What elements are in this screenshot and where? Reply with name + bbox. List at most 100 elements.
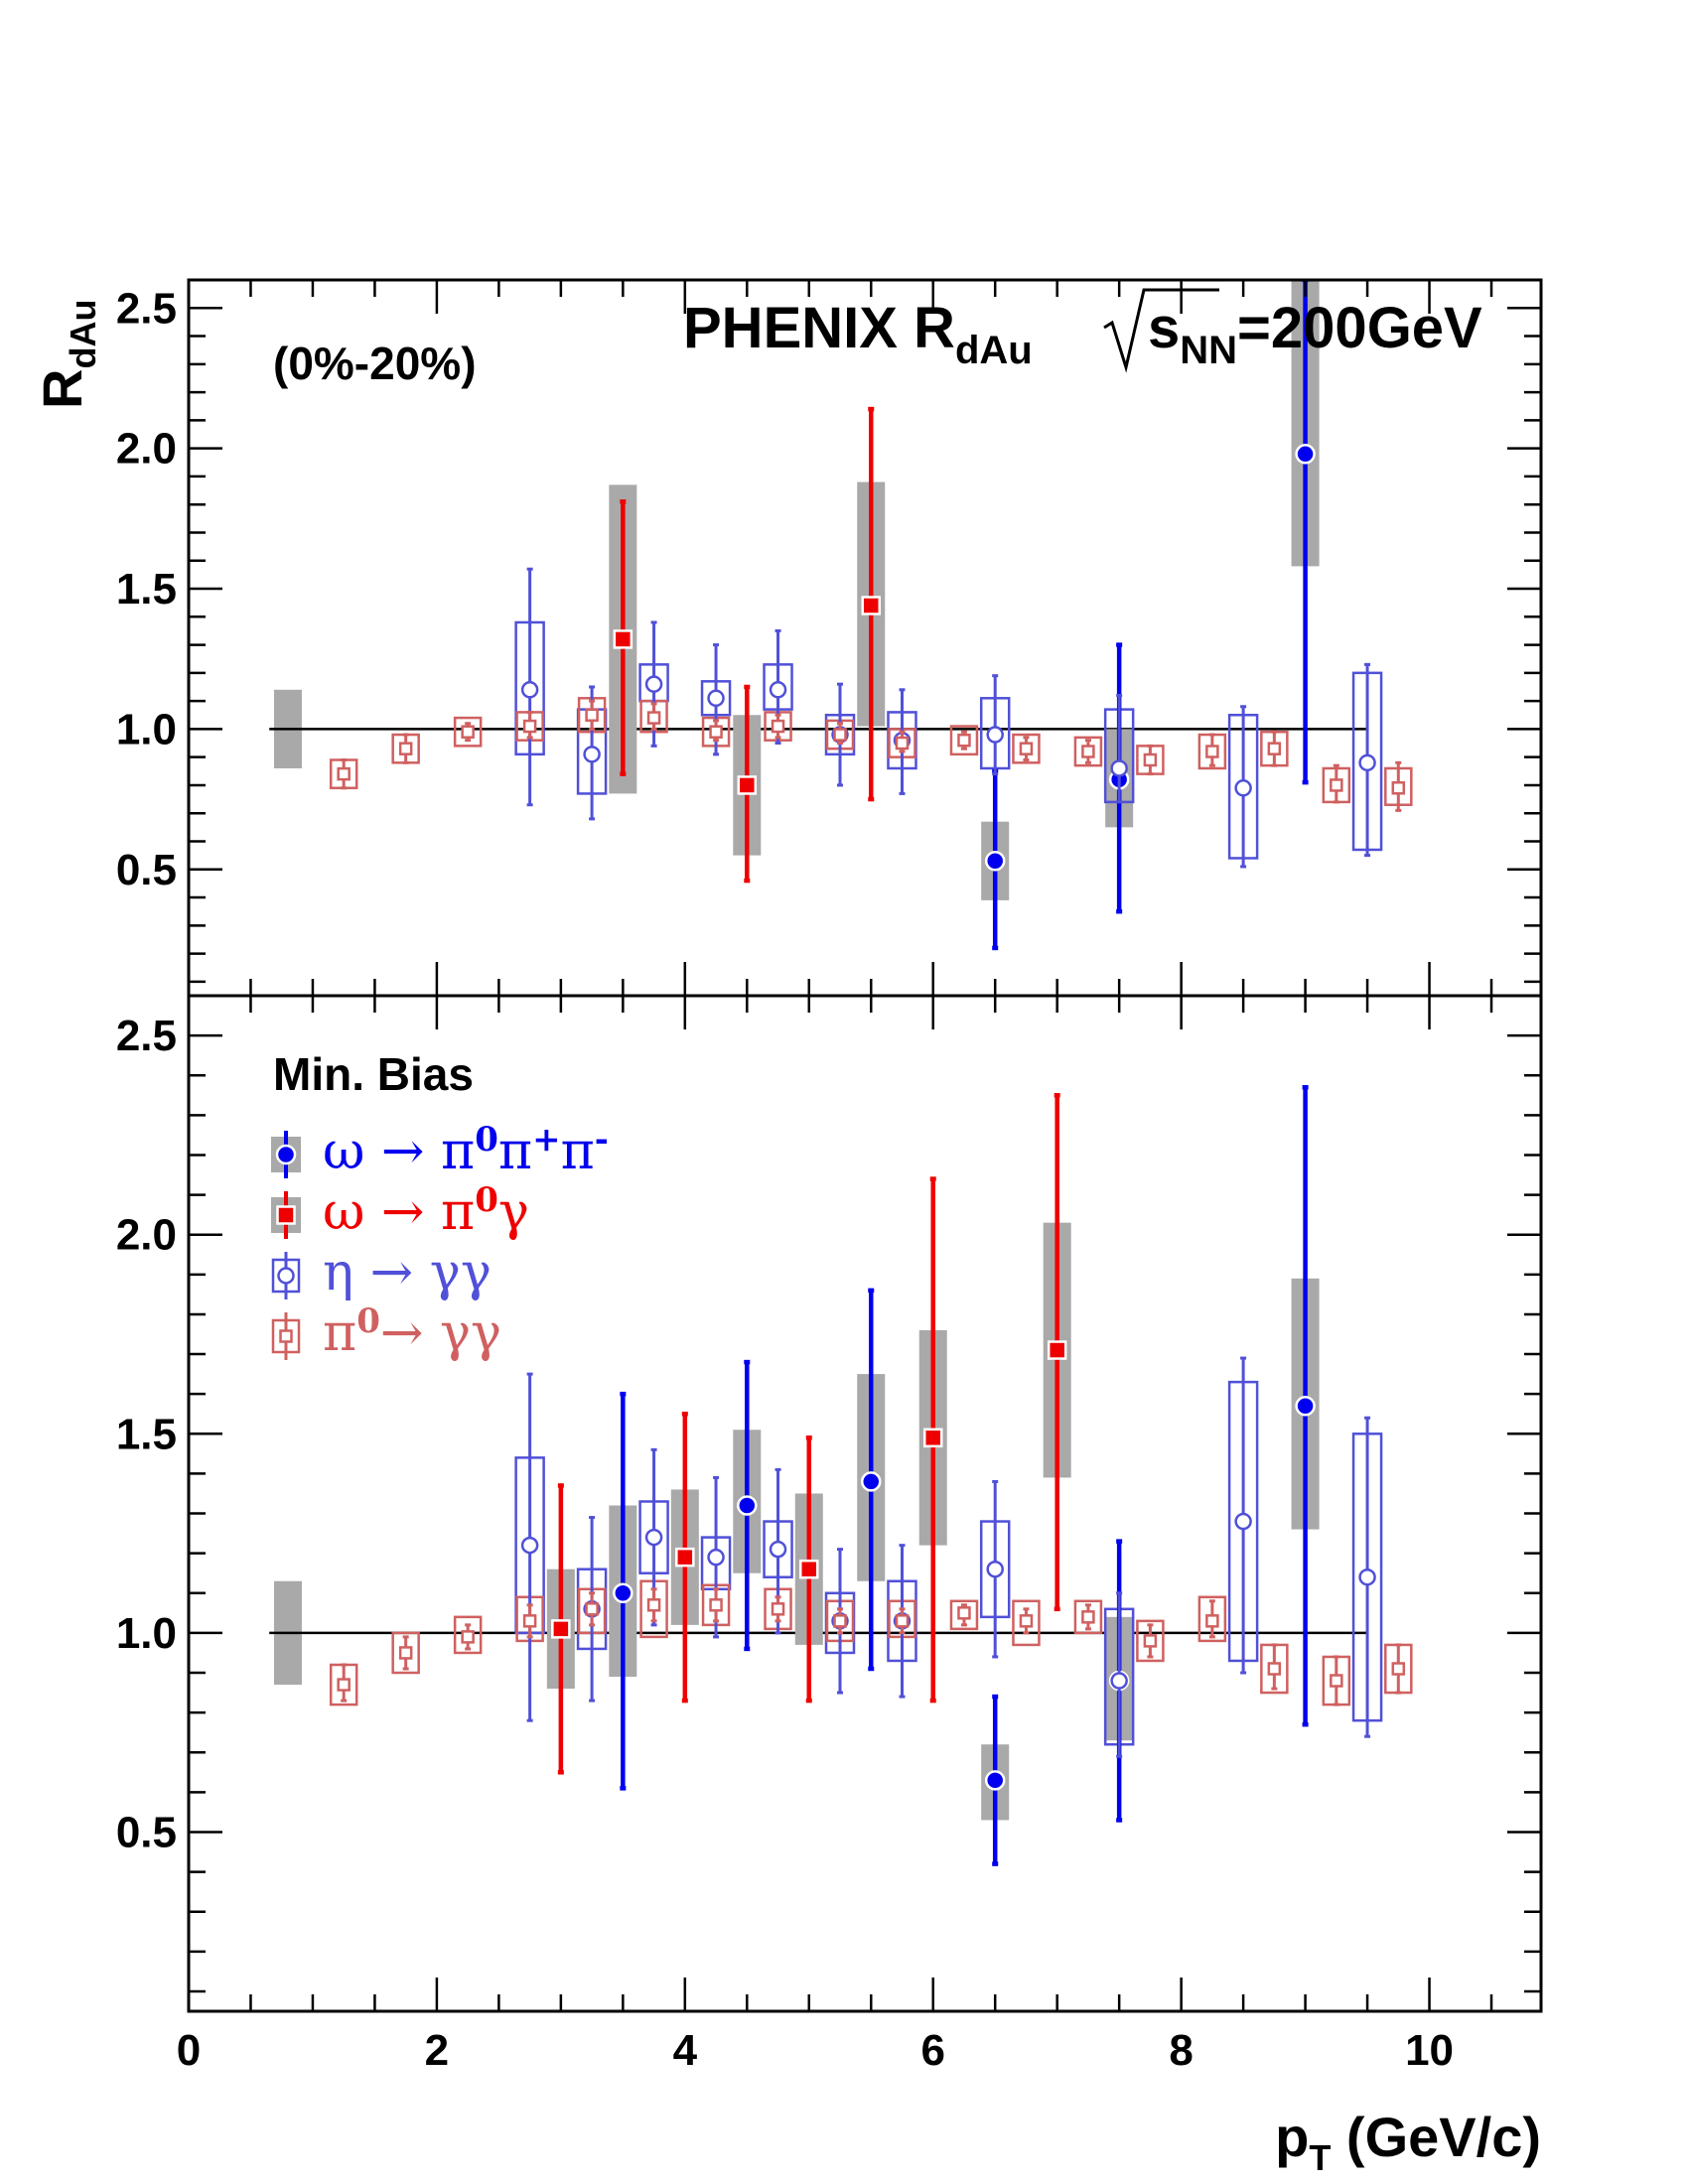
- data-point: [957, 733, 971, 748]
- y-tick-label: 0.5: [116, 846, 177, 894]
- legend-marker: [279, 1329, 293, 1343]
- data-point: [707, 1548, 725, 1567]
- data-point: [613, 629, 633, 649]
- data-point: [583, 746, 601, 763]
- data-point: [833, 728, 847, 742]
- data-point: [771, 1602, 785, 1616]
- systematic-box: [453, 1615, 483, 1655]
- data-point: [895, 1614, 910, 1628]
- data-point: [1234, 779, 1252, 797]
- data-point: [522, 719, 537, 734]
- data-point: [895, 736, 910, 751]
- data-point: [769, 1540, 787, 1559]
- data-point: [984, 1770, 1006, 1791]
- systematic-box: [1012, 1599, 1041, 1647]
- y-tick-label: 1.5: [116, 1410, 177, 1458]
- data-point: [1019, 742, 1034, 755]
- data-point: [1267, 742, 1282, 755]
- systematic-box: [949, 1599, 979, 1631]
- y-tick-label: 1.0: [116, 705, 177, 753]
- data-point: [1267, 1662, 1282, 1676]
- data-point: [522, 1614, 537, 1628]
- sqrt-symbol: [1103, 288, 1219, 373]
- data-point: [1110, 759, 1128, 777]
- data-point: [520, 681, 539, 699]
- y-tick-label: 2.0: [116, 425, 177, 474]
- data-point: [646, 711, 661, 725]
- data-point: [1143, 1634, 1158, 1648]
- systematic-box: [391, 1631, 420, 1675]
- data-point: [737, 1495, 758, 1516]
- centrality-label: (0%-20%): [273, 338, 477, 389]
- data-point: [1295, 444, 1316, 465]
- panel-frame: [187, 994, 1543, 2013]
- data-point: [1391, 781, 1406, 795]
- top-panel: 0.5 1.0 1.5 2.0 2.5: [116, 278, 1543, 998]
- plot-area-top: [269, 280, 1413, 951]
- plot-area-bottom: [269, 1085, 1413, 1866]
- data-point: [769, 681, 787, 699]
- data-point: [861, 596, 881, 615]
- systematic-box: [1197, 1595, 1227, 1643]
- x-tick-label: 2: [425, 2026, 449, 2075]
- data-point: [737, 775, 758, 795]
- x-axis-title: pT (GeV/c): [1275, 2106, 1541, 2178]
- bottom-panel: 0.5 1.0 1.5 2.0 2.5: [116, 994, 1543, 2013]
- data-point: [585, 1602, 599, 1616]
- x-tick-label: 8: [1169, 2026, 1193, 2075]
- data-point: [957, 1606, 971, 1620]
- systematic-box: [1073, 736, 1103, 767]
- data-point: [337, 766, 351, 781]
- y-tick-label: 1.5: [116, 565, 177, 614]
- sqrt-sign: [1103, 288, 1219, 373]
- x-tick-label: 10: [1405, 2026, 1454, 2075]
- legend-label: η → γγ: [323, 1243, 492, 1302]
- minbias-label: Min. Bias: [273, 1048, 474, 1100]
- data-point: [1205, 745, 1219, 758]
- data-point: [1081, 1610, 1095, 1624]
- data-point: [551, 1619, 571, 1639]
- data-point: [1081, 745, 1095, 758]
- systematic-box: [1073, 1599, 1103, 1635]
- legend-label: π0→ γγ: [323, 1301, 501, 1363]
- systematic-box: [1012, 733, 1041, 764]
- y-axis-title: RdAu: [31, 300, 103, 409]
- data-point: [1205, 1614, 1219, 1628]
- data-point: [799, 1559, 819, 1579]
- y-tick-label: 2.0: [116, 1211, 177, 1260]
- header-energy: sNN=200GeV: [1148, 296, 1482, 372]
- data-point: [520, 1536, 539, 1555]
- legend-marker: [275, 1144, 297, 1165]
- data-point: [771, 719, 785, 734]
- legend-marker: [276, 1205, 296, 1225]
- data-point: [398, 742, 413, 755]
- data-point: [1110, 1672, 1128, 1690]
- data-point: [1358, 753, 1376, 772]
- data-point: [833, 1614, 847, 1628]
- data-point: [646, 1598, 661, 1612]
- data-point: [675, 1547, 695, 1568]
- y-tick-label: 1.0: [116, 1609, 177, 1658]
- systematic-box: [1136, 1619, 1165, 1663]
- data-point: [1047, 1340, 1067, 1360]
- legend-item-omegapig: ω → π0γ: [271, 1180, 529, 1242]
- data-point: [707, 689, 725, 708]
- data-point: [644, 675, 663, 693]
- data-point: [461, 725, 475, 739]
- legend-item-omega3pi: ω → π0π+π-: [271, 1120, 609, 1181]
- data-point: [1019, 1614, 1034, 1628]
- systematic-box: [949, 725, 979, 756]
- data-point: [709, 1598, 723, 1612]
- data-point: [709, 725, 723, 739]
- data-point: [337, 1678, 351, 1692]
- legend-label: ω → π0π+π-: [323, 1120, 609, 1181]
- data-point: [613, 1582, 633, 1604]
- data-point: [986, 726, 1004, 744]
- data-point: [585, 708, 599, 723]
- x-tick-label: 6: [920, 2026, 944, 2075]
- systematic-box: [453, 716, 483, 748]
- data-point: [860, 1471, 882, 1492]
- data-point: [1143, 752, 1158, 767]
